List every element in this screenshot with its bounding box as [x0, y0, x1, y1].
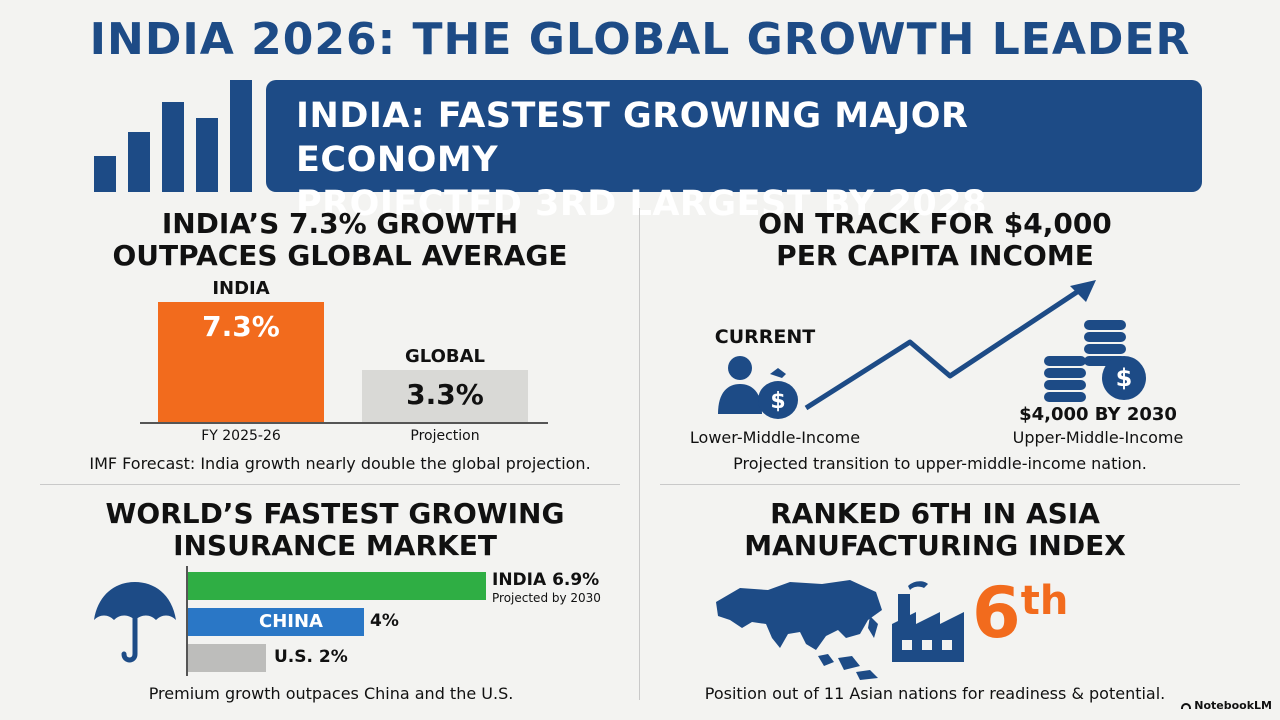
page-title: INDIA 2026: THE GLOBAL GROWTH LEADER	[89, 14, 1191, 65]
growth-title-line-1: INDIA’S 7.3% GROWTH	[161, 207, 519, 240]
svg-text:$: $	[1116, 364, 1133, 392]
china-insurance-value: 4%	[370, 611, 399, 631]
china-insurance-label: CHINA	[259, 611, 323, 632]
banner-line-1: INDIA: FASTEST GROWING MAJOR ECONOMY	[296, 96, 969, 180]
current-label: CURRENT	[714, 326, 816, 348]
insurance-caption: Premium growth outpaces China and the U.…	[148, 684, 514, 703]
horizontal-divider-left	[40, 484, 620, 485]
growth-section-title: INDIA’S 7.3% GROWTH OUTPACES GLOBAL AVER…	[40, 208, 640, 272]
rank-suffix: th	[1020, 578, 1069, 624]
china-insurance-bar: CHINA	[188, 608, 364, 636]
manufacturing-title-line-1: RANKED 6TH IN ASIA	[770, 497, 1100, 530]
global-growth-value: 3.3%	[406, 378, 484, 411]
india-insurance-note: Projected by 2030	[492, 591, 601, 605]
footer-brand: NotebookLM	[1181, 699, 1272, 712]
income-section-title: ON TRACK FOR $4,000 PER CAPITA INCOME	[640, 208, 1230, 272]
target-label: $4,000 BY 2030	[1019, 404, 1177, 425]
insurance-title-line-1: WORLD’S FASTEST GROWING	[105, 497, 565, 530]
vertical-divider	[639, 208, 640, 700]
insurance-chart-axis	[186, 566, 188, 676]
bar-chart-logo-icon	[94, 78, 254, 192]
growth-chart-baseline	[140, 422, 548, 424]
us-insurance-bar	[188, 644, 266, 672]
growth-chart: INDIA 7.3% GLOBAL 3.3% FY 2025-26 Projec…	[140, 278, 580, 448]
manufacturing-caption: Position out of 11 Asian nations for rea…	[704, 684, 1166, 703]
factory-icon	[892, 581, 964, 662]
growth-caption: IMF Forecast: India growth nearly double…	[89, 454, 591, 473]
insurance-title-line-2: INSURANCE MARKET	[173, 529, 497, 562]
footer-brand-label: NotebookLM	[1194, 699, 1272, 712]
headline-banner: INDIA: FASTEST GROWING MAJOR ECONOMY PRO…	[266, 80, 1202, 224]
umbrella-icon	[94, 582, 176, 663]
india-growth-bar: 7.3%	[158, 302, 324, 422]
svg-text:$: $	[770, 389, 785, 414]
horizontal-divider-right	[660, 484, 1240, 485]
global-bar-label: GLOBAL	[404, 346, 486, 367]
notebooklm-icon	[1181, 703, 1192, 709]
rank-number: 6	[972, 572, 1021, 654]
india-bar-label: INDIA	[212, 278, 270, 299]
rank-display: 6th	[972, 578, 1068, 648]
india-growth-value: 7.3%	[202, 310, 280, 343]
trend-arrow-line	[804, 280, 1096, 411]
income-title-line-1: ON TRACK FOR $4,000	[758, 207, 1112, 240]
current-income-sublabel: Lower-Middle-Income	[689, 428, 861, 447]
global-growth-bar: 3.3%	[362, 370, 528, 422]
india-insurance-bar	[188, 572, 486, 600]
growth-title-line-2: OUTPACES GLOBAL AVERAGE	[112, 239, 568, 272]
manufacturing-title-line-2: MANUFACTURING INDEX	[744, 529, 1126, 562]
person-money-bag-icon: $	[718, 356, 798, 419]
india-bar-sublabel: FY 2025-26	[201, 428, 281, 444]
coin-stack-icon: $	[1044, 320, 1146, 402]
income-caption: Projected transition to upper-middle-inc…	[733, 454, 1147, 473]
global-bar-sublabel: Projection	[410, 428, 480, 444]
india-insurance-label: INDIA 6.9%	[492, 570, 600, 590]
asia-map-icon	[716, 580, 882, 680]
banner-line-2: PROJECTED 3RD LARGEST BY 2028	[296, 184, 987, 224]
income-title-line-2: PER CAPITA INCOME	[776, 239, 1094, 272]
us-insurance-label: U.S. 2%	[274, 647, 348, 667]
target-income-sublabel: Upper-Middle-Income	[1012, 428, 1184, 447]
manufacturing-section-title: RANKED 6TH IN ASIA MANUFACTURING INDEX	[640, 498, 1230, 562]
insurance-section-title: WORLD’S FASTEST GROWING INSURANCE MARKET	[40, 498, 630, 562]
